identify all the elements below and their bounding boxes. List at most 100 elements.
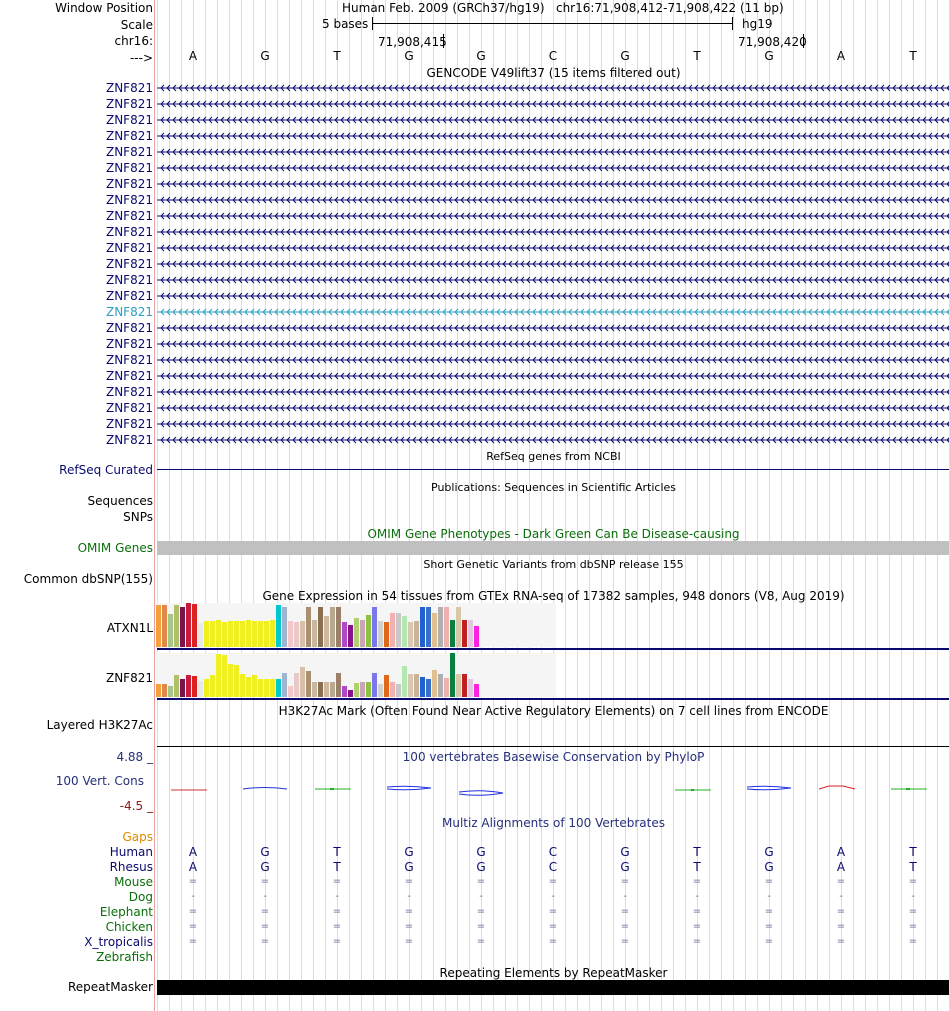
- gtex-tissue-bar[interactable]: [384, 621, 389, 647]
- gtex-tissue-bar[interactable]: [210, 620, 215, 647]
- gtex-tissue-bar[interactable]: [426, 606, 431, 647]
- gtex-tissue-bar[interactable]: [222, 621, 227, 647]
- refseq-gene-line[interactable]: [157, 469, 949, 470]
- gtex-tissue-bar[interactable]: [282, 606, 287, 647]
- gtex-tissue-bar[interactable]: [402, 616, 407, 647]
- gtex-tissue-bar[interactable]: [156, 683, 161, 697]
- gtex-tissue-bar[interactable]: [276, 605, 281, 647]
- gtex-tissue-bar[interactable]: [180, 678, 185, 697]
- gtex-tissue-bar[interactable]: [186, 603, 191, 647]
- gencode-gene-label[interactable]: ZNF821: [105, 81, 153, 95]
- gtex-tissue-bar[interactable]: [294, 621, 299, 647]
- multiz-species-label[interactable]: Dog: [128, 890, 153, 904]
- gencode-gene-label[interactable]: ZNF821: [105, 369, 153, 383]
- gtex-tissue-bar[interactable]: [330, 606, 335, 647]
- gtex-tissue-bar[interactable]: [462, 674, 467, 697]
- gtex-tissue-bar[interactable]: [270, 679, 275, 697]
- gtex-tissue-bar[interactable]: [240, 673, 245, 697]
- gencode-gene-label[interactable]: ZNF821: [105, 353, 153, 367]
- gtex-tissue-bar[interactable]: [204, 620, 209, 647]
- gtex-tissue-bar[interactable]: [252, 675, 257, 697]
- gencode-gene-label[interactable]: ZNF821: [105, 209, 153, 223]
- gencode-transcript[interactable]: [157, 386, 949, 398]
- gtex-tissue-bar[interactable]: [228, 664, 233, 697]
- gtex-tissue-bar[interactable]: [300, 667, 305, 697]
- gtex-tissue-bar[interactable]: [366, 681, 371, 697]
- gtex-tissue-bar[interactable]: [168, 614, 173, 647]
- gtex-tissue-bar[interactable]: [198, 680, 203, 697]
- gtex-tissue-bar[interactable]: [420, 677, 425, 697]
- gtex-tissue-bar[interactable]: [366, 615, 371, 647]
- gtex-tissue-bar[interactable]: [216, 619, 221, 647]
- gtex-tissue-bar[interactable]: [468, 619, 473, 647]
- gtex-tissue-bar[interactable]: [408, 621, 413, 647]
- gtex-tissue-bar[interactable]: [438, 606, 443, 647]
- gtex-tissue-bar[interactable]: [240, 620, 245, 647]
- dbsnp-label[interactable]: Common dbSNP(155): [23, 572, 153, 586]
- repeatmasker-feature[interactable]: [157, 980, 949, 995]
- gencode-transcript[interactable]: [157, 402, 949, 414]
- gtex-tissue-bar[interactable]: [318, 606, 323, 647]
- gencode-gene-label[interactable]: ZNF821: [105, 417, 153, 431]
- gencode-transcript[interactable]: [157, 306, 949, 318]
- multiz-species-label[interactable]: Zebrafish: [96, 950, 153, 964]
- gtex-tissue-bar[interactable]: [204, 678, 209, 697]
- gtex-tissue-bar[interactable]: [288, 686, 293, 697]
- gtex-tissue-bar[interactable]: [378, 683, 383, 697]
- gtex-tissue-bar[interactable]: [354, 618, 359, 647]
- gtex-tissue-bar[interactable]: [180, 606, 185, 647]
- gtex-tissue-bar[interactable]: [276, 679, 281, 697]
- gtex-tissue-bar[interactable]: [258, 620, 263, 647]
- gtex-tissue-bar[interactable]: [462, 619, 467, 647]
- gencode-transcript[interactable]: [157, 178, 949, 190]
- gtex-tissue-bar[interactable]: [432, 612, 437, 647]
- gencode-transcript[interactable]: [157, 418, 949, 430]
- gencode-transcript[interactable]: [157, 434, 949, 446]
- gtex-tissue-bar[interactable]: [432, 669, 437, 697]
- gencode-transcript[interactable]: [157, 114, 949, 126]
- gtex-tissue-bar[interactable]: [234, 665, 239, 697]
- gtex-tissue-bar[interactable]: [312, 681, 317, 697]
- gtex-tissue-bar[interactable]: [246, 619, 251, 647]
- gtex-tissue-bar[interactable]: [372, 606, 377, 647]
- gtex-tissue-bar[interactable]: [396, 612, 401, 647]
- gtex-tissue-bar[interactable]: [384, 675, 389, 697]
- gtex-tissue-bar[interactable]: [168, 686, 173, 697]
- multiz-species-label[interactable]: Rhesus: [109, 860, 153, 874]
- gencode-transcript[interactable]: [157, 226, 949, 238]
- gtex-tissue-bar[interactable]: [306, 670, 311, 697]
- gencode-gene-label[interactable]: ZNF821: [105, 193, 153, 207]
- gencode-transcript[interactable]: [157, 130, 949, 142]
- gtex-tissue-bar[interactable]: [270, 619, 275, 647]
- gtex-tissue-bar[interactable]: [324, 616, 329, 647]
- gencode-gene-label[interactable]: ZNF821: [105, 273, 153, 287]
- phylop-graph[interactable]: [157, 780, 949, 800]
- gtex-tissue-bar[interactable]: [156, 605, 161, 647]
- gencode-gene-label[interactable]: ZNF821: [105, 225, 153, 239]
- gencode-transcript[interactable]: [157, 370, 949, 382]
- gtex-bars-znf821[interactable]: [156, 653, 556, 697]
- gencode-gene-label[interactable]: ZNF821: [105, 321, 153, 335]
- gtex-tissue-bar[interactable]: [330, 681, 335, 697]
- gtex-tissue-bar[interactable]: [342, 686, 347, 697]
- gtex-tissue-bar[interactable]: [192, 604, 197, 647]
- omim-feature[interactable]: [157, 541, 949, 555]
- gtex-tissue-bar[interactable]: [336, 672, 341, 697]
- gencode-gene-label[interactable]: ZNF821: [105, 145, 153, 159]
- gtex-tissue-bar[interactable]: [360, 619, 365, 647]
- gtex-tissue-bar[interactable]: [372, 672, 377, 697]
- gtex-tissue-bar[interactable]: [162, 683, 167, 697]
- omim-label[interactable]: OMIM Genes: [77, 541, 153, 555]
- gtex-gene-label-1[interactable]: ATXN1L: [106, 621, 153, 635]
- multiz-species-label[interactable]: Mouse: [114, 875, 153, 889]
- gtex-tissue-bar[interactable]: [426, 679, 431, 697]
- gtex-tissue-bar[interactable]: [474, 625, 479, 647]
- gencode-gene-label[interactable]: ZNF821: [105, 177, 153, 191]
- gtex-tissue-bar[interactable]: [252, 620, 257, 647]
- gtex-tissue-bar[interactable]: [174, 605, 179, 647]
- multiz-species-label[interactable]: Human: [109, 845, 153, 859]
- gtex-tissue-bar[interactable]: [450, 619, 455, 647]
- phylop-label[interactable]: 100 Vert. Cons: [55, 774, 144, 788]
- gtex-tissue-bar[interactable]: [414, 674, 419, 697]
